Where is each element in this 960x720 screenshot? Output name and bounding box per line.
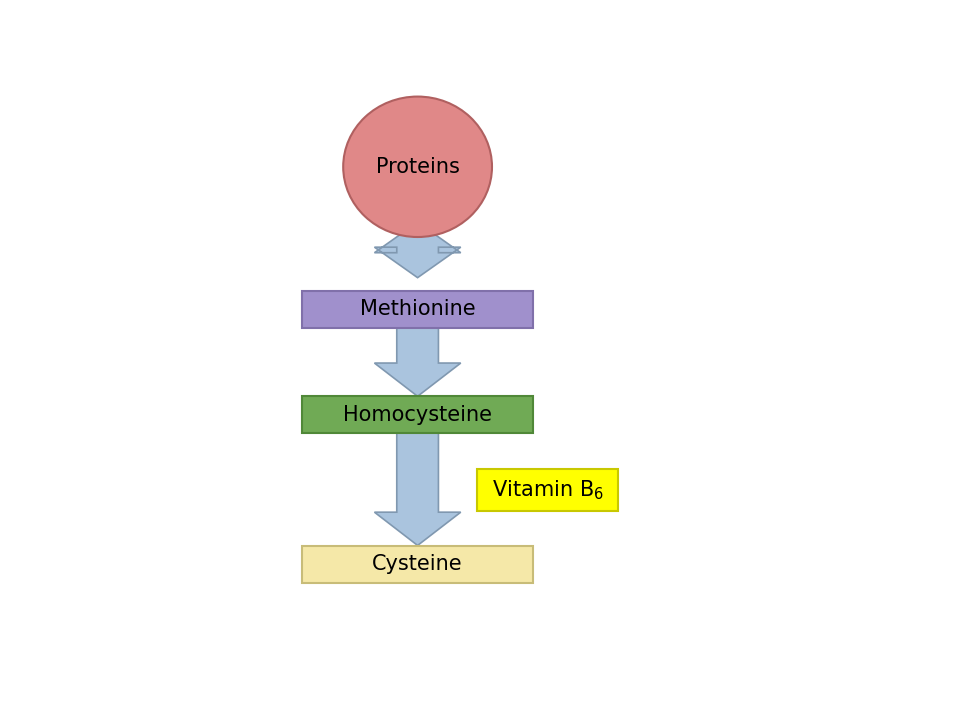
Polygon shape bbox=[374, 328, 461, 396]
FancyBboxPatch shape bbox=[477, 469, 618, 511]
FancyBboxPatch shape bbox=[302, 396, 533, 433]
Polygon shape bbox=[374, 222, 461, 278]
Ellipse shape bbox=[344, 96, 492, 237]
Text: Homocysteine: Homocysteine bbox=[343, 405, 492, 425]
FancyBboxPatch shape bbox=[302, 291, 533, 328]
Text: Methionine: Methionine bbox=[360, 300, 475, 319]
FancyBboxPatch shape bbox=[302, 546, 533, 582]
Polygon shape bbox=[374, 433, 461, 546]
Text: Vitamin B$_6$: Vitamin B$_6$ bbox=[492, 478, 604, 502]
Text: Cysteine: Cysteine bbox=[372, 554, 463, 575]
Text: Proteins: Proteins bbox=[375, 157, 460, 177]
